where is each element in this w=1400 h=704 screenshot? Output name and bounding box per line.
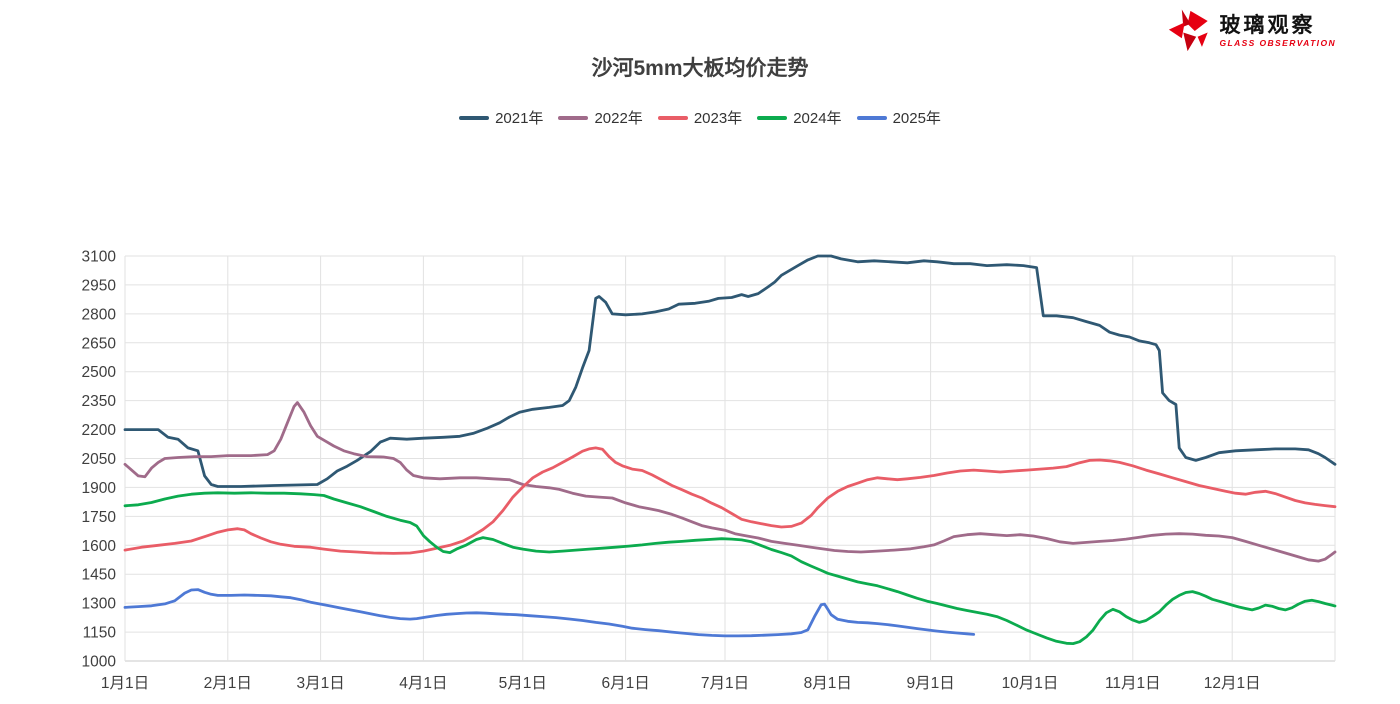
y-tick-label: 1450 (82, 567, 117, 584)
legend-swatch (757, 115, 788, 120)
series-line-2024年 (123, 491, 1337, 646)
x-tick-label: 4月1日 (399, 675, 447, 692)
y-tick-label: 1750 (82, 509, 117, 526)
series-line-2025年 (123, 588, 976, 638)
x-tick-label: 8月1日 (804, 675, 852, 692)
y-tick-label: 2500 (82, 364, 117, 381)
legend-item-2024年[interactable]: 2024年 (757, 107, 842, 128)
brand-logo: 玻璃观察 GLASS OBSERVATION (1166, 8, 1336, 54)
legend: 2021年 2022年 2023年 2024年 2025年 (0, 107, 1400, 128)
x-tick-label: 9月1日 (906, 675, 954, 692)
y-tick-label: 2350 (82, 393, 117, 410)
y-tick-label: 2050 (82, 451, 117, 468)
y-tick-label: 2650 (82, 335, 117, 352)
legend-label: 2024年 (793, 110, 842, 127)
series-line-2023年 (123, 446, 1337, 555)
y-tick-label: 2200 (82, 422, 117, 439)
legend-label: 2023年 (693, 110, 743, 127)
legend-swatch (657, 115, 688, 120)
series-line-2022年 (123, 401, 1337, 563)
y-tick-label: 2800 (82, 306, 117, 323)
legend-label: 2025年 (892, 110, 941, 127)
x-tick-label: 5月1日 (499, 675, 547, 692)
legend-label: 2022年 (594, 110, 643, 127)
legend-item-2021年[interactable]: 2021年 (459, 107, 543, 128)
y-tick-label: 1300 (82, 596, 117, 613)
logo-subtitle: GLASS OBSERVATION (1219, 38, 1336, 49)
legend-swatch (558, 115, 589, 120)
legend-item-2023年[interactable]: 2023年 (657, 107, 743, 128)
legend-swatch (459, 115, 490, 120)
y-tick-label: 2950 (82, 277, 117, 294)
x-tick-label: 10月1日 (1002, 675, 1059, 692)
logo-title: 玻璃观察 (1219, 13, 1316, 37)
price-chart: 1000 1150 1300 1450 1600 1750 1900 2050 2200 2350… (82, 249, 1337, 692)
y-tick-label: 1900 (82, 480, 117, 497)
legend-swatch (856, 115, 887, 120)
y-tick-label: 1600 (82, 538, 117, 555)
x-tick-label: 6月1日 (601, 675, 649, 692)
x-tick-label: 1月1日 (101, 675, 149, 692)
x-tick-label: 7月1日 (701, 675, 749, 692)
legend-item-2022年[interactable]: 2022年 (558, 107, 643, 128)
legend-label: 2021年 (495, 110, 544, 127)
y-tick-label: 1000 (82, 654, 117, 671)
legend-item-2025年[interactable]: 2025年 (856, 107, 941, 128)
x-tick-label: 12月1日 (1204, 675, 1261, 692)
series-line-2021年 (123, 254, 1337, 488)
y-tick-label: 3100 (82, 249, 117, 266)
y-tick-label: 1150 (83, 625, 117, 642)
x-tick-label: 2月1日 (204, 675, 252, 692)
logo-text: 玻璃观察 GLASS OBSERVATION (1219, 14, 1336, 48)
chart-title: 沙河5mm大板均价走势 (591, 57, 809, 80)
x-tick-label: 11月1日 (1105, 675, 1161, 692)
logo-icon (1169, 9, 1209, 52)
x-tick-label: 3月1日 (296, 675, 344, 692)
